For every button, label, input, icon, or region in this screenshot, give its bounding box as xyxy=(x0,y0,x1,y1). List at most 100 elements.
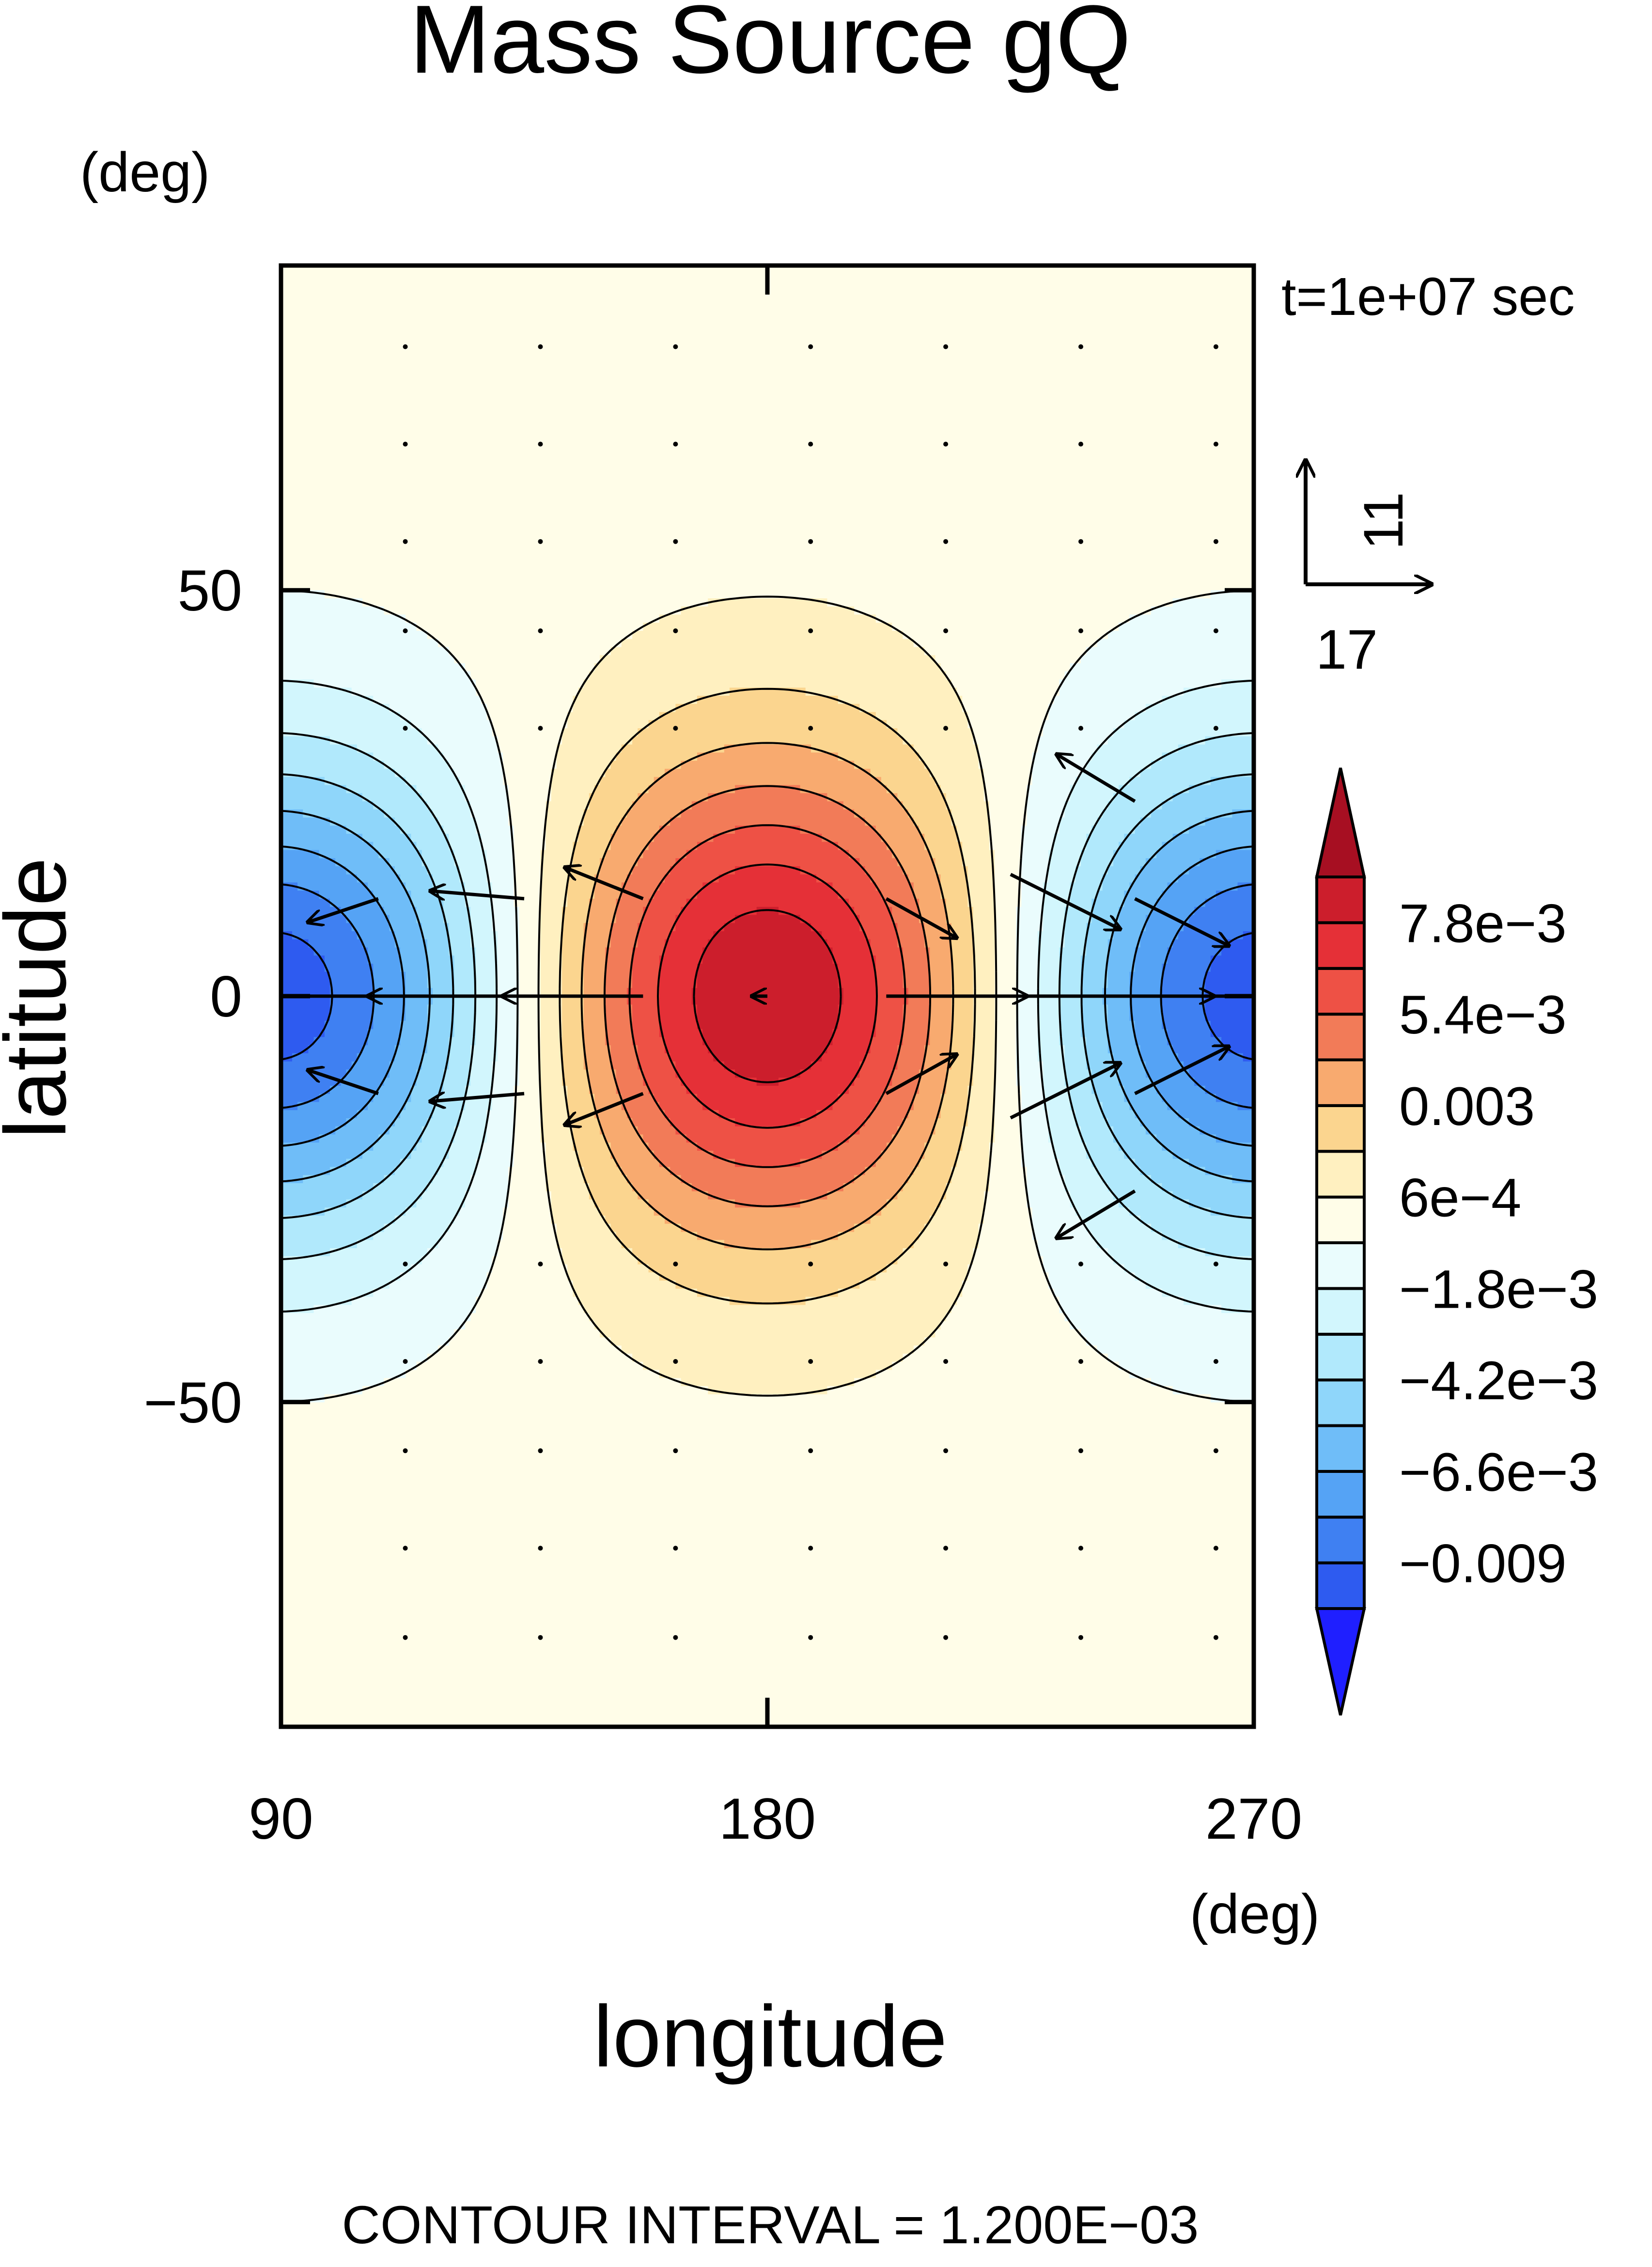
vector-dot xyxy=(808,539,813,544)
vector-dots xyxy=(403,344,1218,1640)
colorbar-swatch xyxy=(1315,1516,1366,1564)
vector-dot xyxy=(1213,628,1218,633)
vector-dot xyxy=(808,1448,813,1454)
colorbar-tick-labels: 7.8e−3 5.4e−3 0.003 6e−4 −1.8e−3 −4.2e−3 −6.6e… xyxy=(1399,893,1598,1594)
colorbar-swatch xyxy=(1315,1424,1366,1473)
vector-dot xyxy=(808,1635,813,1640)
vector-dot xyxy=(673,539,678,544)
contour-line xyxy=(537,595,997,1397)
vector-dot xyxy=(403,726,408,731)
colorbar-swatch xyxy=(1315,1332,1366,1382)
colorbar-tick-label: 7.8e−3 xyxy=(1399,893,1567,954)
wind-vector xyxy=(885,1054,957,1095)
colorbar-swatch xyxy=(1315,1287,1366,1336)
contour-line xyxy=(281,679,1254,1313)
colorbar-max-triangle xyxy=(1315,767,1366,878)
y-axis-label: latitude xyxy=(0,858,84,1139)
contour-line xyxy=(657,863,878,1129)
vector-dot xyxy=(538,1448,543,1454)
vector-dot xyxy=(1213,1359,1218,1364)
colorbar-swatch xyxy=(1315,1470,1366,1519)
contour-line xyxy=(559,688,976,1305)
vector-dot xyxy=(943,539,949,544)
colorbar-tick-label: −1.8e−3 xyxy=(1399,1259,1598,1319)
y-tick-label: −50 xyxy=(143,1370,242,1435)
wind-vector xyxy=(1134,1047,1229,1095)
vector-dot xyxy=(1213,344,1218,349)
colorbar-swatch xyxy=(1315,876,1366,924)
wind-vector xyxy=(565,867,644,901)
wind-vector xyxy=(430,1094,525,1101)
vector-dot xyxy=(943,628,949,633)
x-axis-label: longitude xyxy=(593,1988,948,2085)
vector-dot xyxy=(673,1448,678,1454)
reference-vector-u-label: 17 xyxy=(1316,619,1378,681)
vector-dot xyxy=(1213,726,1218,731)
vector-dot xyxy=(943,344,949,349)
colorbar-tick-label: 5.4e−3 xyxy=(1399,985,1567,1045)
vector-dot xyxy=(403,441,408,447)
chart-title: Mass Source gQ xyxy=(409,0,1131,94)
vector-dot xyxy=(1078,1359,1083,1364)
vector-dot xyxy=(943,1359,949,1364)
vector-dot xyxy=(1078,344,1083,349)
vector-dot xyxy=(1213,539,1218,544)
wind-vector xyxy=(1057,754,1136,803)
contour-line xyxy=(281,845,1254,1147)
vector-dot xyxy=(1078,1261,1083,1266)
wind-vector xyxy=(308,897,379,922)
vector-dot xyxy=(538,726,543,731)
contour-band xyxy=(691,907,843,1086)
contour-line xyxy=(281,732,1254,1260)
vector-dot xyxy=(673,344,678,349)
axis-ticks: 90 180 270 50 0 −50 xyxy=(143,266,1302,1851)
contour-line xyxy=(580,742,954,1251)
colorbar-swatch xyxy=(1315,1013,1366,1062)
wind-vector xyxy=(1010,1063,1121,1120)
colorbar-swatch xyxy=(1315,967,1366,1016)
contour-line xyxy=(281,773,1254,1219)
vector-dot xyxy=(403,1359,408,1364)
contour-lines xyxy=(281,589,1254,1403)
vector-dot xyxy=(538,1635,543,1640)
vector-dot xyxy=(403,628,408,633)
wind-vector xyxy=(1057,1189,1136,1238)
vector-dot xyxy=(1078,539,1083,544)
colorbar-min-triangle xyxy=(1315,1607,1366,1716)
y-unit-label: (deg) xyxy=(80,141,210,203)
vector-dot xyxy=(1213,1261,1218,1266)
vector-dot xyxy=(673,1635,678,1640)
vector-dot xyxy=(1078,1635,1083,1640)
vector-dot xyxy=(538,1359,543,1364)
x-tick-label: 90 xyxy=(249,1786,313,1851)
vector-dot xyxy=(1213,441,1218,447)
vector-dot xyxy=(403,539,408,544)
colorbar-swatch xyxy=(1315,1378,1366,1427)
vector-dot xyxy=(1078,628,1083,633)
vector-dot xyxy=(538,1546,543,1551)
contour-line xyxy=(281,932,1254,1061)
vector-dot xyxy=(808,1546,813,1551)
wind-vector xyxy=(1134,897,1229,946)
vector-dot xyxy=(673,628,678,633)
vector-dot xyxy=(673,1359,678,1364)
vector-dot xyxy=(943,1546,949,1551)
vector-dot xyxy=(403,1635,408,1640)
vector-dot xyxy=(808,726,813,731)
contour-band xyxy=(281,777,1254,1216)
contour-band xyxy=(281,590,1254,1403)
contour-line xyxy=(628,824,906,1168)
vector-dot xyxy=(538,539,543,544)
vector-dot xyxy=(538,441,543,447)
vector-dot xyxy=(808,441,813,447)
x-tick-label: 270 xyxy=(1205,1786,1302,1851)
x-tick-label: 180 xyxy=(719,1786,816,1851)
y-tick-label: 0 xyxy=(210,964,242,1029)
contour-line xyxy=(603,785,932,1207)
colorbar-tick-label: −6.6e−3 xyxy=(1399,1442,1598,1502)
colorbar-swatch xyxy=(1315,1150,1366,1199)
vector-dot xyxy=(673,441,678,447)
wind-vectors xyxy=(281,754,1254,1238)
colorbar xyxy=(1315,767,1366,1716)
